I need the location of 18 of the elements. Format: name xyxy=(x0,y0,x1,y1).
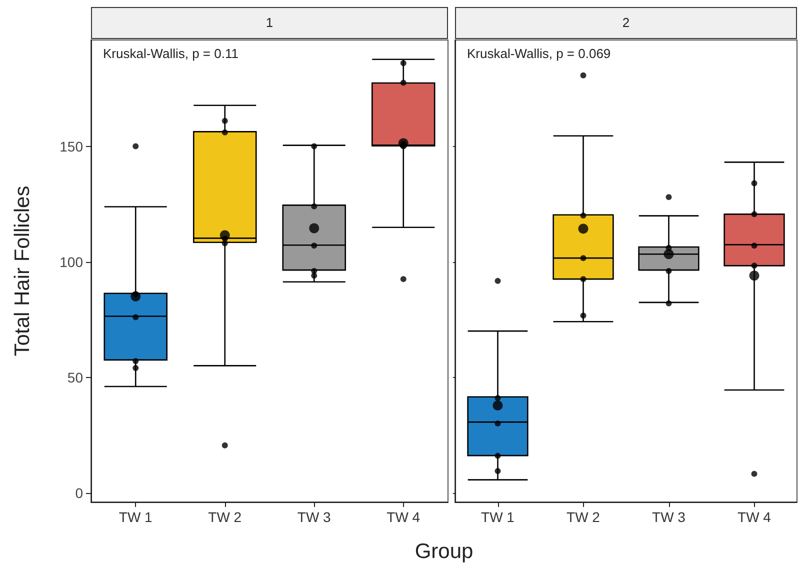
y-tick-label: 0 xyxy=(75,484,84,501)
y-tick-label: 150 xyxy=(60,138,84,154)
x-tick-label: TW 1 xyxy=(118,509,153,525)
chart-title: 2 xyxy=(455,7,797,39)
y-axis-title: Total Hair Follicles xyxy=(11,186,34,356)
x-tick-label: TW 4 xyxy=(386,509,420,525)
y-tick-label: 50 xyxy=(67,369,84,386)
x-tick-label: TW 2 xyxy=(566,509,600,525)
x-axis-title: Group xyxy=(414,540,474,564)
x-tick-label: TW 3 xyxy=(652,509,686,525)
annotation: Kruskal-Wallis, p = 0.069 xyxy=(467,46,611,61)
x-tick-label: TW 1 xyxy=(481,509,515,525)
y-tick-label: 100 xyxy=(60,254,84,270)
x-tick-label: TW 4 xyxy=(738,509,772,525)
x-tick-label: TW 3 xyxy=(297,509,332,525)
x-tick-label: TW 2 xyxy=(208,509,242,525)
chart-title: 1 xyxy=(91,7,448,39)
annotation: Kruskal-Wallis, p = 0.11 xyxy=(103,46,238,61)
